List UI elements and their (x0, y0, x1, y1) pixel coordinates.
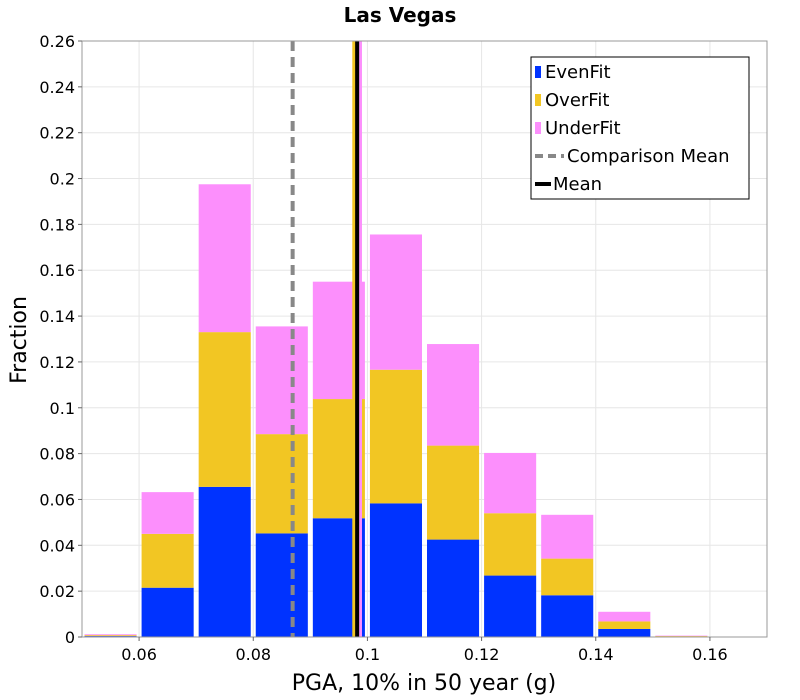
y-tick-label: 0.02 (39, 582, 75, 601)
bar-underfit-1 (141, 492, 194, 534)
x-axis-title: PGA, 10% in 50 year (g) (292, 671, 556, 696)
y-tick-label: 0.12 (39, 353, 75, 372)
y-tick-label: 0.24 (39, 78, 75, 97)
bar-overfit-1 (141, 533, 194, 588)
x-tick-label: 0.08 (235, 645, 271, 664)
reference-lines (290, 41, 362, 637)
bar-evenfit-1 (141, 587, 194, 637)
y-tick-label: 0 (65, 628, 75, 647)
plot-frame (81, 40, 768, 638)
bar-evenfit-3 (255, 533, 308, 637)
y-tick-label: 0.18 (39, 215, 75, 234)
bar-evenfit-9 (598, 628, 651, 637)
bar-underfit-3 (255, 326, 308, 435)
bar-evenfit-7 (484, 575, 537, 637)
bar-underfit-5 (369, 234, 422, 370)
bar-underfit-7 (484, 452, 537, 514)
y-tick-label: 0.22 (39, 124, 75, 143)
chart-title: Las Vegas (344, 3, 457, 27)
bar-underfit-9 (598, 611, 651, 622)
bar-evenfit-6 (427, 539, 480, 637)
bar-overfit-3 (255, 434, 308, 534)
legend-label: UnderFit (545, 118, 621, 139)
legend-label: Comparison Mean (567, 146, 730, 167)
y-tick-label: 0.06 (39, 490, 75, 509)
legend-box (530, 56, 750, 200)
legend-label: OverFit (545, 90, 609, 111)
bars (84, 184, 708, 637)
bar-overfit-0 (84, 635, 137, 637)
x-tick-label: 0.06 (121, 645, 157, 664)
x-tick-label: 0.16 (692, 645, 728, 664)
bar-overfit-2 (198, 332, 251, 487)
bar-overfit-6 (427, 445, 480, 540)
y-tick-label: 0.16 (39, 261, 75, 280)
bar-evenfit-8 (541, 595, 594, 637)
y-axis-ticks: 0 0.02 0.04 0.06 0.08 0.1 0.12 0.14 0.16 0.18 0.2 0… (39, 32, 82, 647)
x-axis-ticks: 0.06 0.08 0.1 0.12 0.14 0.16 (121, 637, 728, 664)
y-tick-label: 0.2 (50, 170, 75, 189)
bar-underfit-0 (84, 634, 137, 636)
bar-overfit-5 (369, 369, 422, 504)
bar-underfit-6 (427, 344, 480, 446)
x-tick-label: 0.1 (355, 645, 380, 664)
y-tick-label: 0.04 (39, 536, 75, 555)
y-tick-label: 0.08 (39, 445, 75, 464)
bar-overfit-8 (541, 558, 594, 596)
legend-swatch (535, 94, 541, 106)
y-tick-label: 0.26 (39, 32, 75, 51)
legend-swatch (535, 66, 541, 78)
bar-overfit-9 (598, 621, 651, 629)
y-axis-title: Fraction (7, 296, 32, 384)
legend-swatch (535, 122, 541, 134)
bar-underfit-8 (541, 514, 594, 559)
bar-overfit-7 (484, 513, 537, 576)
legend-label: Mean (553, 174, 602, 195)
bar-evenfit-2 (198, 486, 251, 637)
bar-evenfit-5 (369, 503, 422, 637)
x-tick-label: 0.12 (464, 645, 500, 664)
legend: EvenFit OverFit UnderFit Comparison Mean Mea… (530, 56, 750, 200)
y-tick-label: 0.1 (50, 399, 75, 418)
x-tick-label: 0.14 (578, 645, 614, 664)
legend-label: EvenFit (545, 62, 611, 83)
bar-underfit-2 (198, 184, 251, 333)
y-tick-label: 0.14 (39, 307, 75, 326)
